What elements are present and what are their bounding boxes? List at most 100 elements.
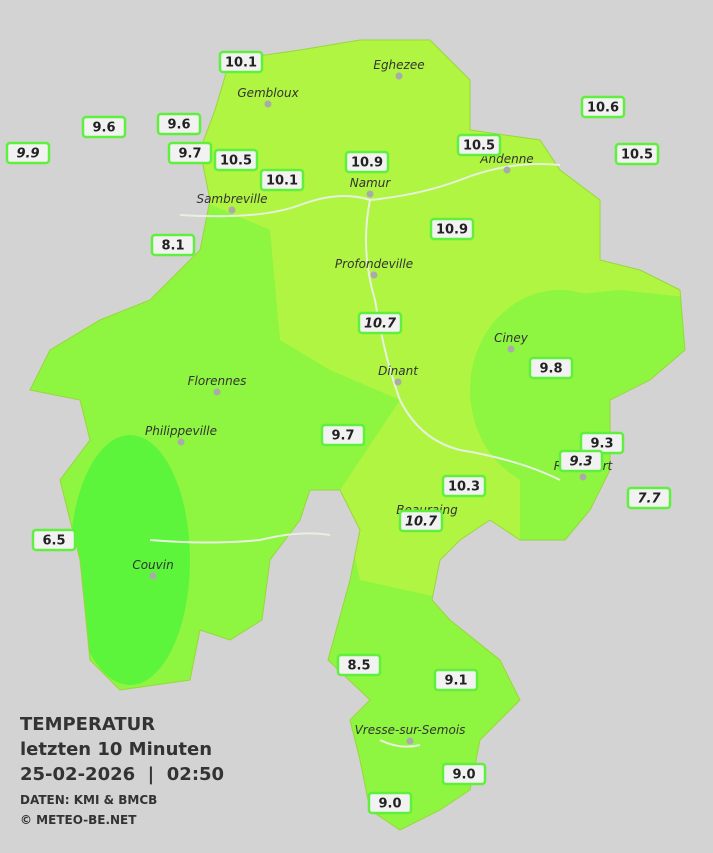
station-box — [320, 423, 366, 447]
station: 10.7 — [398, 509, 444, 533]
station: 8.5 — [336, 653, 382, 677]
station-box — [398, 509, 444, 533]
town-dot — [177, 438, 185, 446]
station: 10.5 — [213, 148, 259, 172]
labels: EghezeeGemblouxAndenneNamurSambrevillePr… — [5, 50, 672, 815]
station-value: 10.1 — [266, 174, 298, 189]
town-label: Eghezee — [373, 58, 424, 72]
station: 10.5 — [456, 133, 502, 157]
station-box — [31, 528, 77, 552]
station: 10.9 — [429, 217, 475, 241]
station-value: 9.3 — [590, 437, 613, 452]
station-box — [433, 668, 479, 692]
town-dot — [149, 572, 157, 580]
station-box — [81, 115, 127, 139]
town-dot — [394, 378, 402, 386]
station: 10.1 — [218, 50, 264, 74]
rivers — [149, 163, 561, 748]
station: 9.6 — [81, 115, 127, 139]
station-value: 10.7 — [405, 515, 438, 530]
subtitle: letzten 10 Minuten — [20, 739, 212, 760]
station-value: 10.9 — [436, 223, 468, 238]
station-value: 10.5 — [621, 148, 653, 163]
station-box — [367, 791, 413, 815]
station: 9.9 — [5, 141, 51, 165]
station-value: 6.5 — [42, 534, 65, 549]
station: 10.5 — [614, 142, 660, 166]
station-box — [5, 141, 51, 165]
station: 6.5 — [31, 528, 77, 552]
station-box — [344, 150, 390, 174]
town-dot — [579, 473, 587, 481]
station-box — [259, 168, 305, 192]
station-value: 9.7 — [178, 147, 201, 162]
title: TEMPERATUR — [20, 714, 155, 735]
town-dot — [264, 100, 272, 108]
station-box — [167, 141, 213, 165]
station-box — [156, 112, 202, 136]
station: 9.7 — [167, 141, 213, 165]
town-dot — [406, 737, 414, 745]
station: 10.3 — [441, 474, 487, 498]
town-label: Philippeville — [145, 424, 217, 438]
station-value: 7.7 — [637, 492, 661, 507]
station-box — [441, 762, 487, 786]
town-label: Couvin — [132, 558, 173, 572]
town-label: Vresse-sur-Semois — [355, 723, 466, 737]
town-dot — [507, 345, 515, 353]
timestamp: 25-02-2026 | 02:50 — [20, 764, 224, 785]
station-box — [558, 449, 604, 473]
station-box — [213, 148, 259, 172]
station-box — [456, 133, 502, 157]
station: 10.6 — [580, 95, 626, 119]
station-value: 9.7 — [331, 429, 354, 444]
station-value: 9.1 — [444, 674, 467, 689]
source: DATEN: KMI & BMCB — [20, 793, 157, 807]
station: 7.7 — [626, 486, 672, 510]
town-label: Dinant — [378, 364, 419, 378]
town-dot — [370, 271, 378, 279]
town-dot — [213, 388, 221, 396]
station-value: 10.9 — [351, 156, 383, 171]
station-value: 8.1 — [161, 239, 184, 254]
station: 10.1 — [259, 168, 305, 192]
station-box — [218, 50, 264, 74]
station-value: 10.5 — [220, 154, 252, 169]
town-dot — [395, 72, 403, 80]
station-box — [528, 356, 574, 380]
station: 9.0 — [441, 762, 487, 786]
town-dot — [503, 166, 511, 174]
station-value: 9.9 — [16, 147, 39, 162]
station-value: 10.6 — [587, 101, 619, 116]
station-box — [614, 142, 660, 166]
station-value: 10.7 — [364, 317, 397, 332]
station-value: 9.3 — [569, 455, 592, 470]
station-box — [626, 486, 672, 510]
station: 10.9 — [344, 150, 390, 174]
station-value: 9.6 — [92, 121, 115, 136]
station-value: 8.5 — [347, 659, 370, 674]
town-label: Sambreville — [196, 192, 267, 206]
station: 9.6 — [156, 112, 202, 136]
town-label: Namur — [350, 176, 392, 190]
station-value: 10.3 — [448, 480, 480, 495]
station-box — [150, 233, 196, 257]
town-label: Profondeville — [335, 257, 413, 271]
station-box — [441, 474, 487, 498]
town-label: Ciney — [494, 331, 529, 345]
town-dot — [228, 206, 236, 214]
station-box — [429, 217, 475, 241]
station-value: 9.8 — [539, 362, 562, 377]
station-value: 9.6 — [167, 118, 190, 133]
station-box — [336, 653, 382, 677]
station: 9.3 — [558, 449, 604, 473]
station: 9.0 — [367, 791, 413, 815]
station: 9.8 — [528, 356, 574, 380]
copyright: © METEO-BE.NET — [20, 813, 137, 827]
station-value: 9.0 — [452, 768, 475, 783]
station-box — [580, 95, 626, 119]
town-dot — [366, 190, 374, 198]
station-value: 10.5 — [463, 139, 495, 154]
station: 8.1 — [150, 233, 196, 257]
